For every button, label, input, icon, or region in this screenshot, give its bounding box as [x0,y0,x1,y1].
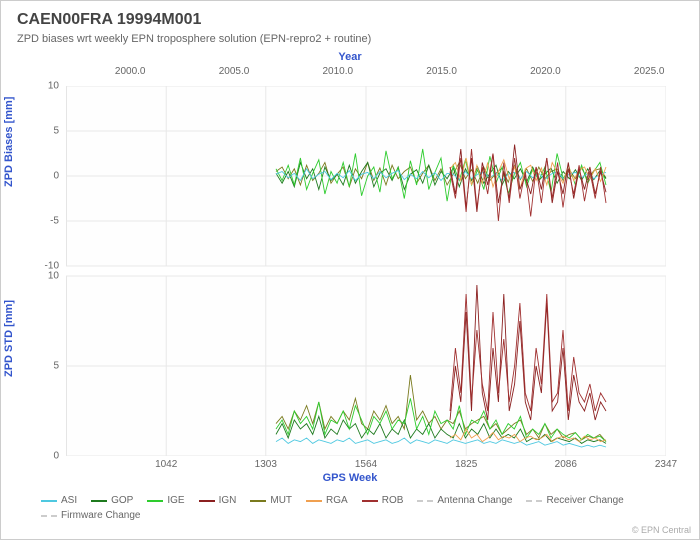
bottom-tick: 1825 [455,459,477,470]
legend-label: IGE [167,495,184,506]
legend-swatch [41,515,57,517]
legend-label: ASI [61,495,77,506]
legend-swatch [199,500,215,502]
legend-swatch [362,500,378,502]
legend-swatch [417,500,433,502]
legend-swatch [306,500,322,502]
legend-label: Receiver Change [546,495,623,506]
y-tick: 10 [48,271,59,282]
top-tick: 2015.0 [426,66,457,77]
legend-label: ROB [382,495,404,506]
y-tick: 0 [53,171,59,182]
top-tick: 2000.0 [115,66,146,77]
legend: ASI GOP IGE IGN MUT RGA ROB Antenna Change Recei… [41,495,689,521]
top-tick: 2010.0 [323,66,354,77]
chart-title: CAEN00FRA 19994M001 [17,11,201,29]
legend-item: MUT [250,495,292,506]
y1-axis-label: ZPD Biases [mm] [3,97,15,187]
legend-item: Firmware Change [41,510,140,521]
legend-label: Firmware Change [61,510,140,521]
y2-axis-label: ZPD STD [mm] [3,300,15,377]
bottom-tick: 2086 [555,459,577,470]
legend-item: GOP [91,495,133,506]
plot-svg [66,86,666,456]
legend-label: Antenna Change [437,495,512,506]
top-tick: 2020.0 [530,66,561,77]
legend-item: IGN [199,495,237,506]
legend-label: MUT [270,495,292,506]
legend-swatch [526,500,542,502]
legend-label: GOP [111,495,133,506]
bottom-tick: 1303 [255,459,277,470]
legend-item: RGA [306,495,348,506]
legend-swatch [91,500,107,502]
top-tick: 2025.0 [634,66,665,77]
y-tick: -5 [50,216,59,227]
credit: © EPN Central [632,525,691,535]
bottom-tick: 2347 [655,459,677,470]
y-tick: 10 [48,81,59,92]
y-tick: 0 [53,451,59,462]
y-tick: 5 [53,361,59,372]
y-tick: 5 [53,126,59,137]
plot-area [66,86,666,456]
legend-item: Antenna Change [417,495,512,506]
legend-label: RGA [326,495,348,506]
bottom-tick: 1564 [355,459,377,470]
legend-swatch [147,500,163,502]
legend-item: IGE [147,495,184,506]
bottom-ticks: 104213031564182520862347 [66,459,666,479]
legend-swatch [41,500,57,502]
chart-container: CAEN00FRA 19994M001 ZPD biases wrt weekl… [0,0,700,540]
bottom-tick: 1042 [155,459,177,470]
top-tick: 2005.0 [219,66,250,77]
legend-swatch [250,500,266,502]
top-ticks: 2000.0 2005.0 2010.0 2015.0 2020.0 2025.0 [66,66,666,86]
legend-label: IGN [219,495,237,506]
legend-item: ROB [362,495,404,506]
legend-item: ASI [41,495,77,506]
chart-subtitle: ZPD biases wrt weekly EPN troposphere so… [17,33,371,45]
top-axis-label: Year [338,51,361,63]
legend-item: Receiver Change [526,495,623,506]
